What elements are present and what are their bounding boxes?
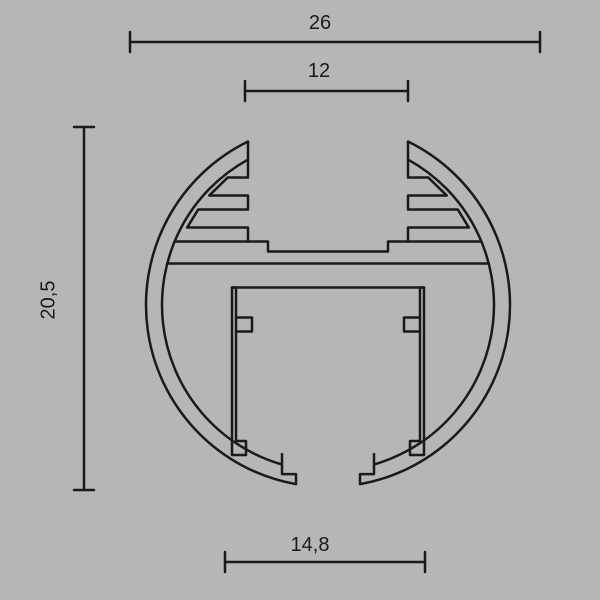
- dim-bottom: 14,8: [291, 534, 330, 557]
- dim-left: 20,5: [38, 281, 61, 320]
- dim-top-outer: 26: [309, 12, 331, 35]
- dim-top-inner: 12: [308, 60, 330, 83]
